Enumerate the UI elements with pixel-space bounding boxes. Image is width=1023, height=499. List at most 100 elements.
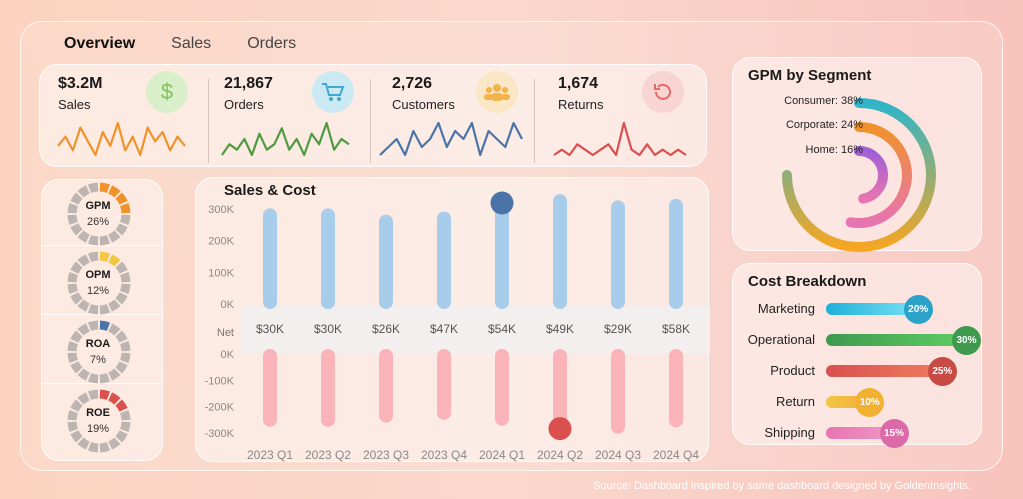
x-tick-label: 2024 Q3 [595,448,641,462]
donut-segment [70,330,83,343]
x-tick-label: 2023 Q3 [363,448,409,462]
kpi-label: Customers [392,97,455,112]
segment-label: Corporate: 24% [786,119,863,131]
y-tick-label: 100K [208,267,234,279]
net-band [241,305,710,353]
ratio-name: OPM [85,269,111,281]
tab-orders[interactable]: Orders [247,35,297,52]
donut-segment [108,437,121,450]
donut-segment [77,185,90,198]
cost-bar [826,303,923,315]
y-tick-label: 300K [208,204,234,216]
x-tick-label: 2024 Q2 [537,448,583,462]
donut-segment [108,185,121,198]
ratio-opm: OPM 12% [42,249,162,315]
sparkline-series [221,121,350,157]
donut-segment [108,368,121,381]
donut-segment [77,230,90,243]
y-tick-label: -100K [205,375,235,387]
cost-label: Shipping [764,425,815,440]
divider [370,79,371,163]
donut-segment [70,361,83,374]
donut-segment [115,330,128,343]
donut-segment [115,292,128,305]
donut-segment [108,323,121,336]
y-tick-label: 0K [221,349,235,361]
donut-segment [77,368,90,381]
cost-label: Product [770,363,815,378]
ratio-roa: ROA 7% [42,318,162,384]
net-value-label: $47K [430,322,458,336]
net-value-label: $49K [546,322,574,336]
donut-segment [77,254,90,267]
kpi-value: 1,674 [558,75,599,92]
donut-segment [115,223,128,236]
y-tick-label: -300K [205,428,235,440]
donut-segment [115,399,128,412]
segment-arc [782,98,936,252]
net-value-label: $29K [604,322,632,336]
donut-segment [67,202,78,214]
kpi-label: Returns [558,97,604,112]
donut-segment [70,261,83,274]
donut-segment [108,230,121,243]
donut-segment [99,251,111,262]
x-tick-label: 2024 Q1 [479,448,525,462]
tab-sales[interactable]: Sales [171,35,212,52]
donut-segment [87,182,99,193]
ratio-donut [67,182,131,246]
donut-segment [120,409,131,421]
panel-title: Sales & Cost [224,182,316,199]
net-value-label: $58K [662,322,690,336]
cost-label: Marketing [757,301,815,316]
kpi-value: 2,726 [392,75,433,92]
ratio-donut [67,389,131,453]
net-label: Net [217,327,234,339]
donut-segment [115,192,128,205]
y-tick-label: -200K [205,402,235,414]
donut-segment [115,430,128,443]
kpi-returns: 1,674 Returns [553,65,708,166]
ratio-gpm: GPM 26% [42,180,162,246]
donut-segment [120,214,131,226]
cost-breakdown-row: Product 25% [733,357,983,386]
donut-segment [67,409,78,421]
kpi-sparkline [553,121,687,157]
donut-segment [67,214,78,226]
kpi-sparkline [57,121,186,157]
cost-value-badge: 15% [879,419,909,448]
max-sales-marker [490,191,514,215]
donut-segment [115,361,128,374]
cost-breakdown-row: Return 10% [733,388,983,417]
donut-segment [77,323,90,336]
net-value-label: $30K [314,322,342,336]
donut-segment [87,389,99,400]
source-note: Source: Dashboard inspired by same dashb… [593,480,971,492]
x-tick-label: 2023 Q4 [421,448,467,462]
x-tick-label: 2024 Q4 [653,448,699,462]
kpi-sparkline [379,121,523,157]
donut-segment [108,254,121,267]
cost-breakdown-row: Marketing 20% [733,295,983,324]
ratio-donut [67,251,131,315]
ratio-name: ROE [86,407,110,419]
tab-overview[interactable]: Overview [64,35,136,52]
donut-segment [77,299,90,312]
donut-segment [120,352,131,364]
return-icon [642,71,684,113]
sales-cost-chart: 300K 200K 100K 0K 0K -100K -200K -300K Net $30K 20… [205,191,710,462]
cost-label: Return [775,394,815,409]
donut-segment [99,373,111,384]
tab-bar: Overview Sales Orders [64,35,332,53]
donut-segment [87,373,99,384]
donut-segment [115,261,128,274]
users-icon [476,71,518,113]
cart-icon [312,71,354,113]
donut-segment [99,235,111,246]
donut-segment [67,340,78,352]
kpi-customers: 2,726 Customers [379,65,542,166]
ratio-value: 26% [86,216,110,228]
gpm-segment-panel: GPM by Segment Consumer: 38% Corporate: 2… [732,57,982,252]
donut-segment [120,202,131,214]
ratio-value: 7% [90,354,106,366]
